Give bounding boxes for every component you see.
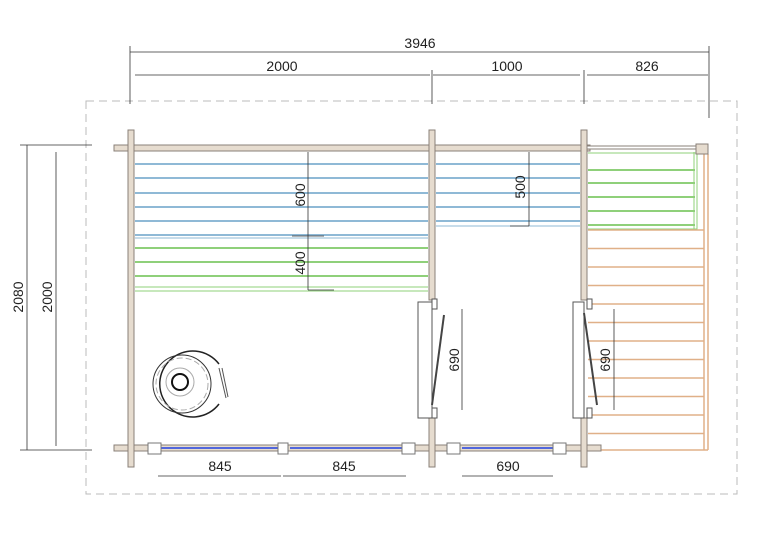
- dim-inner-depth: 2000: [39, 281, 55, 312]
- dim-room2-bench: 500: [512, 175, 528, 199]
- door-1[interactable]: [417, 298, 445, 419]
- dim-terrace-width: 826: [635, 58, 659, 74]
- dim-window3: 690: [496, 458, 520, 474]
- terrace-deck: [587, 150, 709, 451]
- dim-overall-width: 3946: [404, 35, 435, 51]
- dim-overall-depth: 2080: [10, 281, 26, 312]
- dim-window1: 845: [208, 458, 232, 474]
- roof-outline: [85, 100, 738, 495]
- sauna-stove-icon: [152, 350, 229, 418]
- dimension-lines: [20, 46, 710, 477]
- walls: [113, 129, 709, 468]
- window-frames: [147, 442, 567, 455]
- dim-window2: 845: [332, 458, 356, 474]
- dim-room1-width: 2000: [266, 58, 297, 74]
- dim-lower-bench: 400: [292, 251, 308, 275]
- dim-room2-width: 1000: [491, 58, 522, 74]
- dim-door2: 690: [597, 348, 613, 372]
- bench-room2: [436, 163, 580, 227]
- lower-bench-room1: [135, 247, 428, 292]
- door-2[interactable]: [572, 298, 598, 419]
- dim-upper-bench: 600: [292, 183, 308, 207]
- terrace-bench: [588, 152, 698, 230]
- upper-bench-room1: [135, 163, 428, 239]
- dim-door1: 690: [446, 348, 462, 372]
